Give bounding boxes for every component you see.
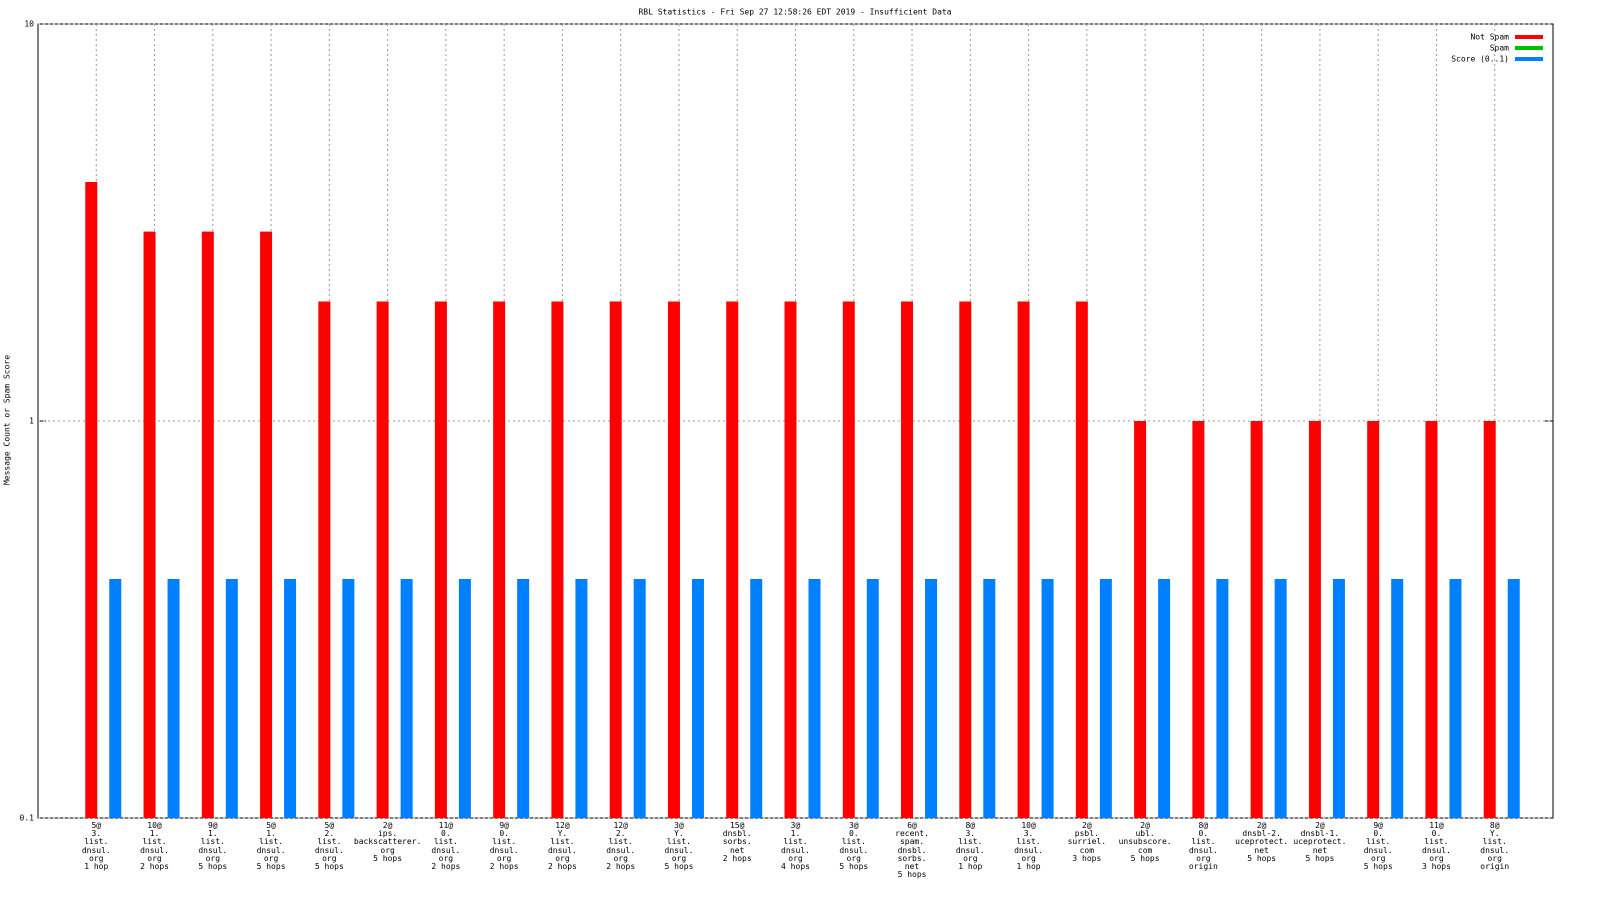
x-tick-label: 11@ 0. list. dnsul. org 2 hops	[431, 821, 461, 872]
bar	[284, 578, 297, 818]
x-tick-label: 2@ ips. backscatterer. org 5 hops	[353, 821, 422, 863]
x-tick-label: 5@ 2. list. dnsul. org 5 hops	[314, 821, 344, 872]
x-tick-label: 3@ 0. list. dnsul. org 5 hops	[839, 821, 869, 872]
x-tick-label: 9@ 0. list. dnsul. org 2 hops	[489, 821, 519, 872]
bar	[667, 301, 680, 818]
x-tick-label: 10@ 1. list. dnsul. org 2 hops	[140, 821, 169, 872]
bar	[1507, 578, 1520, 818]
bar	[983, 578, 996, 818]
x-tick-label: 2@ ubl. unsubscore. com 5 hops	[1118, 821, 1172, 863]
bar	[784, 301, 797, 818]
x-tick-label: 11@ 0. list. dnsul. org 3 hops	[1422, 821, 1451, 872]
bar	[1075, 301, 1088, 818]
bar	[493, 301, 506, 818]
x-tick-label: 8@ Y. list. dnsul. org origin	[1480, 821, 1510, 872]
bar	[901, 301, 914, 818]
x-tick-label: 12@ 2. list. dnsul. org 2 hops	[606, 821, 636, 872]
bar	[376, 301, 389, 818]
x-tick-label: 9@ 0. list. dnsul. org 5 hops	[1363, 821, 1393, 872]
x-tick-label: 2@ dnsbl-2. uceprotect. net 5 hops	[1235, 821, 1289, 863]
bar	[1216, 578, 1229, 818]
bar	[318, 301, 331, 818]
bar	[959, 301, 972, 818]
bar	[225, 578, 238, 818]
legend-swatch	[1515, 35, 1543, 39]
bar	[1192, 421, 1205, 818]
x-tick-label: 5@ 1. list. dnsul. org 5 hops	[256, 821, 286, 872]
x-tick-label: 9@ 1. list. dnsul. org 5 hops	[198, 821, 228, 872]
bar	[85, 181, 98, 818]
y-axis-label: Message Count or Spam Score	[3, 355, 12, 485]
y-tick-label: 0.1	[20, 814, 35, 823]
bar	[1041, 578, 1054, 818]
bar	[691, 578, 704, 818]
legend-label: Score (0..1)	[1451, 55, 1509, 64]
x-tick-label: 12@ Y. list. dnsul. org 2 hops	[547, 821, 577, 872]
bar	[458, 578, 471, 818]
bar	[808, 578, 821, 818]
x-tick-label: 2@ psbl. surriel. com 3 hops	[1067, 821, 1107, 863]
bar	[726, 301, 739, 818]
bar	[609, 301, 622, 818]
x-tick-label: 5@ 3. list. dnsul. org 1 hop	[81, 821, 111, 872]
x-tick-label: 8@ 3. list. dnsul. org 1 hop	[955, 821, 985, 872]
x-tick-label: 6@ recent. spam. dnsbl. sorbs. net 5 hop…	[895, 821, 929, 880]
bar	[143, 231, 156, 818]
x-tick-label: 2@ dnsbl-1. uceprotect. net 5 hops	[1293, 821, 1347, 863]
bar	[1250, 421, 1263, 818]
bar	[1367, 421, 1380, 818]
x-tick-label: 8@ 0. list. dnsul. org origin	[1188, 821, 1218, 872]
legend-label: Spam	[1490, 44, 1509, 53]
legend-label: Not Spam	[1470, 33, 1509, 42]
x-tick-label: 3@ 1. list. dnsul. org 4 hops	[781, 821, 810, 872]
bar	[434, 301, 447, 818]
bar	[1483, 421, 1496, 818]
x-tick-label: 10@ 3. list. dnsul. org 1 hop	[1014, 821, 1044, 872]
bar	[1134, 421, 1147, 818]
bar	[1449, 578, 1462, 818]
bar	[1158, 578, 1171, 818]
x-tick-label: 15@ dnsbl. sorbs. net 2 hops	[722, 821, 752, 863]
bar	[201, 231, 214, 818]
bar	[925, 578, 938, 818]
bar	[109, 578, 122, 818]
bar	[551, 301, 564, 818]
bar	[633, 578, 646, 818]
bar	[400, 578, 413, 818]
bar	[1274, 578, 1287, 818]
legend-swatch	[1515, 46, 1543, 50]
bar	[866, 578, 879, 818]
bar	[842, 301, 855, 818]
legend-swatch	[1515, 57, 1543, 61]
y-tick-label: 10	[24, 20, 34, 29]
bar	[1017, 301, 1030, 818]
bar	[260, 231, 273, 818]
bar	[1308, 421, 1321, 818]
bar	[575, 578, 588, 818]
bar	[750, 578, 763, 818]
bar	[1099, 578, 1112, 818]
chart-title: RBL Statistics - Fri Sep 27 12:58:26 EDT…	[638, 8, 951, 17]
bar	[517, 578, 530, 818]
bar	[167, 578, 180, 818]
bar	[1391, 578, 1404, 818]
x-tick-label: 3@ Y. list. dnsul. org 5 hops	[664, 821, 694, 872]
bar	[1332, 578, 1345, 818]
bar	[1425, 421, 1438, 818]
y-tick-label: 1	[29, 417, 34, 426]
bar	[342, 578, 355, 818]
